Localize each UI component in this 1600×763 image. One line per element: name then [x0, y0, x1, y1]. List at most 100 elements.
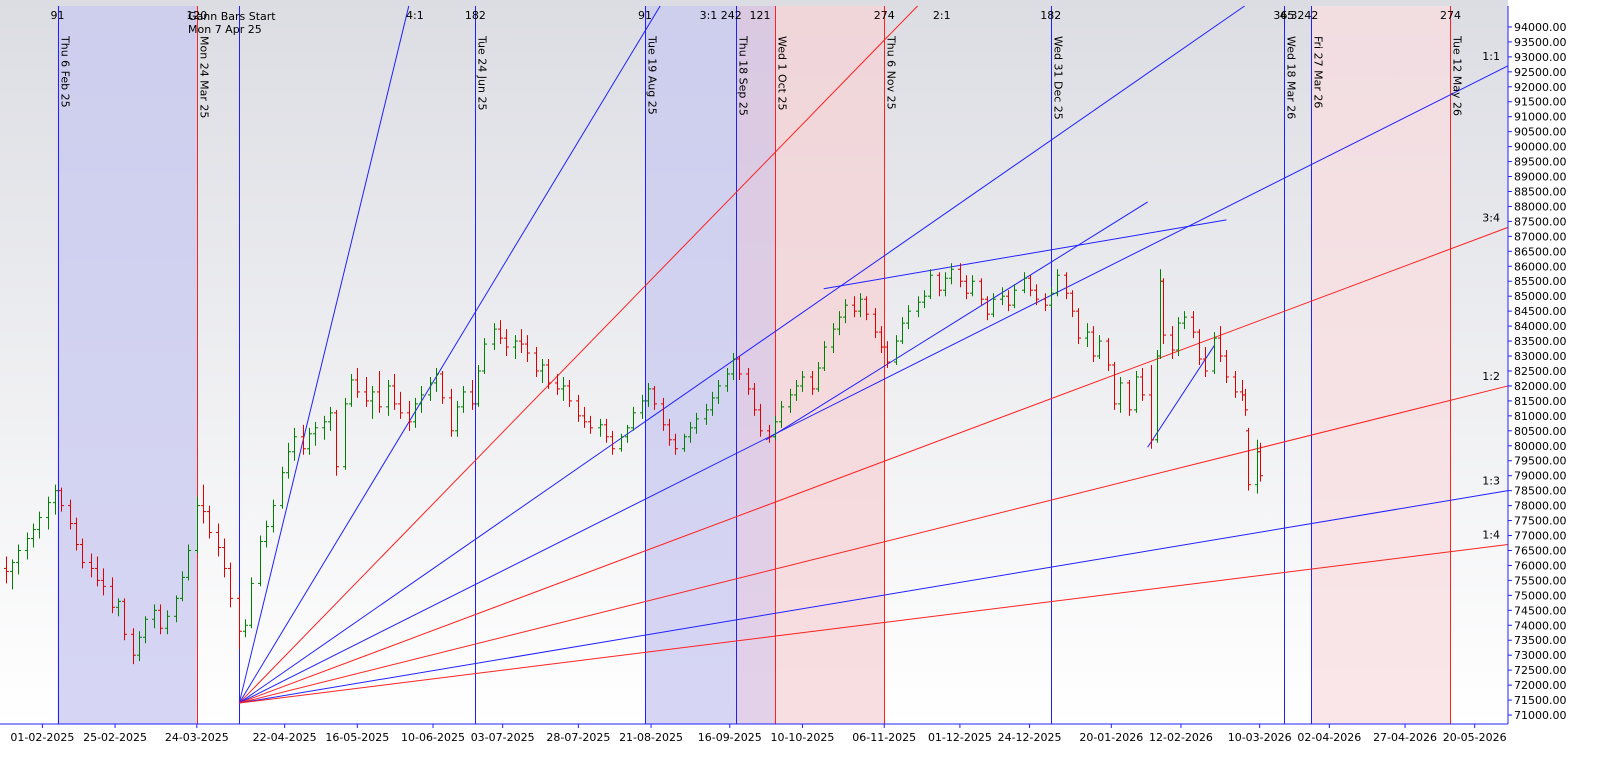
y-tick-label: 92500.00	[1514, 66, 1567, 79]
ohlc-bar	[419, 385, 424, 413]
x-tick-label: 28-07-2025	[546, 731, 610, 744]
ohlc-bar	[370, 385, 375, 419]
ohlc-bar	[519, 329, 524, 354]
ohlc-bar	[625, 424, 630, 443]
ohlc-bar	[879, 326, 884, 354]
y-tick-label: 89500.00	[1514, 156, 1567, 169]
x-tick-label: 10-03-2026	[1228, 731, 1292, 744]
ohlc-bar	[1233, 370, 1238, 398]
ohlc-bar	[885, 341, 890, 368]
x-tick-label: 24-03-2025	[165, 731, 229, 744]
ohlc-bar	[843, 299, 848, 324]
ohlc-bar	[228, 562, 233, 608]
x-axis: 01-02-2025 25-02-2025 24-03-2025 22-04-2025…	[10, 724, 1507, 744]
ohlc-bar	[504, 329, 509, 357]
ohlc-bar	[928, 269, 933, 300]
y-tick-label: 74000.00	[1514, 619, 1567, 632]
ohlc-bar	[1091, 326, 1096, 363]
ohlc-bar	[158, 604, 163, 635]
ohlc-bar	[101, 568, 106, 596]
x-tick-label: 02-04-2026	[1297, 731, 1361, 744]
ohlc-bar	[640, 394, 645, 419]
ohlc-bar	[470, 379, 475, 410]
y-tick-label: 80500.00	[1514, 425, 1567, 438]
ohlc-bar	[301, 424, 306, 455]
ohlc-bar	[716, 379, 721, 404]
vertical-line-label: Tue 19 Aug 25	[646, 35, 659, 115]
y-tick-label: 93500.00	[1514, 36, 1567, 49]
ohlc-bar	[16, 544, 21, 575]
gann-ratio-label: 3:4	[1482, 211, 1500, 224]
ohlc-bar	[1127, 379, 1132, 416]
ohlc-bar	[1197, 329, 1202, 365]
gann-fan	[238, 5, 1509, 704]
ohlc-bar	[1170, 326, 1175, 360]
ohlc-bar	[746, 367, 751, 395]
vertical-line-label: Fri 27 Mar 26	[1312, 36, 1325, 108]
y-tick-label: 94000.00	[1514, 21, 1567, 34]
x-tick-label: 01-12-2025	[928, 731, 992, 744]
ohlc-bar	[249, 577, 254, 629]
ohlc-bar	[1218, 326, 1223, 363]
count-label: 3:1 242	[700, 9, 742, 22]
y-tick-label: 78500.00	[1514, 485, 1567, 498]
ohlc-bar	[561, 376, 566, 401]
ohlc-bar	[991, 293, 996, 318]
y-tick-label: 90500.00	[1514, 126, 1567, 139]
ohlc-bar	[377, 370, 382, 413]
ohlc-bar	[646, 382, 651, 407]
ohlc-bar	[619, 433, 624, 452]
ohlc-bar	[694, 412, 699, 434]
ohlc-bar	[122, 598, 127, 641]
ohlc-bar	[1064, 272, 1069, 300]
ohlc-bar	[598, 418, 603, 437]
ohlc-bar	[392, 373, 397, 410]
ohlc-bar	[631, 406, 636, 431]
ohlc-bar	[1028, 275, 1033, 297]
gann-ratio-label: 1:3	[1482, 475, 1500, 488]
ohlc-bar	[1149, 365, 1154, 449]
x-tick-label: 10-06-2025	[401, 731, 465, 744]
trendlines	[765, 201, 1227, 448]
ohlc-bar	[688, 421, 693, 443]
y-tick-label: 85500.00	[1514, 275, 1567, 288]
y-tick-label: 75500.00	[1514, 574, 1567, 587]
vertical-time-lines	[58, 6, 1451, 724]
ohlc-bar	[837, 311, 842, 336]
ohlc-bar	[1076, 308, 1081, 345]
ohlc-bar	[704, 403, 709, 425]
ohlc-bar	[1134, 370, 1139, 413]
y-tick-label: 73500.00	[1514, 634, 1567, 647]
y-tick-label: 83000.00	[1514, 350, 1567, 363]
x-tick-label: 10-10-2025	[770, 731, 834, 744]
ohlc-bar	[152, 604, 157, 629]
y-tick-label: 89000.00	[1514, 171, 1567, 184]
ohlc-bar	[243, 619, 248, 638]
y-tick-label: 86500.00	[1514, 245, 1567, 258]
ohlc-bar	[449, 388, 454, 437]
ohlc-bar	[492, 323, 497, 351]
x-tick-label: 16-09-2025	[698, 731, 762, 744]
ohlc-bar	[767, 424, 772, 443]
ohlc-bar	[906, 305, 911, 330]
ohlc-bar	[455, 400, 460, 437]
ohlc-bar	[258, 535, 263, 587]
x-tick-label: 16-05-2025	[325, 731, 389, 744]
ohlc-bar	[1043, 293, 1048, 312]
ohlc-bar	[334, 409, 339, 476]
y-tick-label: 73000.00	[1514, 649, 1567, 662]
ohlc-bar	[1191, 311, 1196, 339]
ohlc-bar	[1055, 269, 1060, 297]
shaded-region	[644, 6, 736, 724]
ohlc-bar	[165, 610, 170, 635]
ohlc-bar	[852, 296, 857, 318]
ohlc-bar	[937, 272, 942, 297]
gann-fan-line	[238, 5, 410, 704]
ohlc-bar	[916, 296, 921, 318]
ohlc-bar	[1258, 442, 1263, 482]
vertical-line-label: Thu 18 Sep 25	[737, 35, 750, 116]
ohlc-bar	[1212, 332, 1217, 374]
ohlc-bar	[1176, 317, 1181, 357]
ohlc-bar	[540, 359, 545, 383]
